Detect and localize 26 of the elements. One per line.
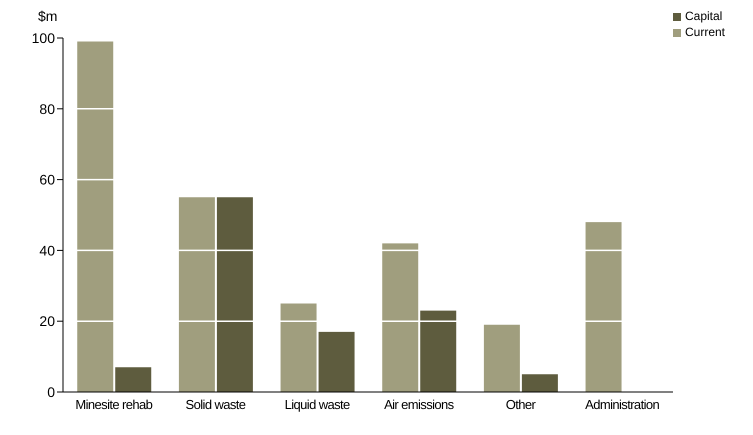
x-tick-label: Minesite rehab — [75, 397, 153, 412]
y-tick-label: 100 — [32, 30, 56, 46]
bar — [586, 222, 622, 392]
legend-label: Capital — [684, 9, 722, 23]
bar — [318, 332, 355, 392]
y-tick-label: 20 — [39, 313, 56, 330]
legend-label: Current — [684, 25, 725, 39]
y-tick-label: 40 — [39, 242, 56, 258]
x-tick-label: Administration — [585, 397, 660, 412]
bar — [484, 324, 520, 392]
y-tick-label: 80 — [39, 100, 56, 117]
bar — [382, 243, 418, 392]
x-tick-label: Air emissions — [384, 397, 455, 412]
x-tick-label: Solid waste — [186, 397, 246, 412]
bar — [115, 367, 152, 392]
bar — [280, 304, 317, 392]
bar — [178, 197, 215, 392]
y-axis-title: $m — [38, 8, 58, 24]
x-tick-label: Other — [506, 397, 537, 412]
bar — [77, 42, 114, 392]
bar — [420, 310, 456, 392]
bar — [216, 197, 253, 392]
y-tick-label: 60 — [39, 172, 56, 188]
x-tick-label: Liquid waste — [284, 397, 350, 412]
bar — [522, 374, 558, 392]
y-tick-label: 0 — [47, 384, 56, 400]
